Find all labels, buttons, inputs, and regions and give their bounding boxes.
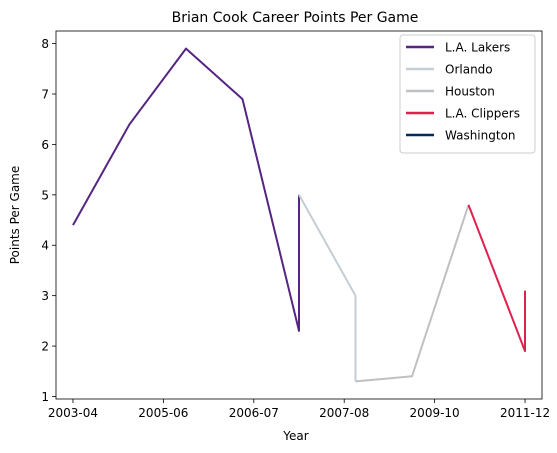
- legend-label: Houston: [445, 85, 495, 99]
- y-tick-label: 2: [41, 340, 49, 354]
- y-tick-label: 8: [41, 37, 49, 51]
- y-tick-label: 5: [41, 188, 49, 202]
- legend-label: L.A. Lakers: [445, 41, 510, 55]
- legend-label: L.A. Clippers: [445, 107, 520, 121]
- series-line-1: [298, 194, 357, 382]
- x-tick-label: 2006-07: [229, 406, 279, 420]
- x-tick-label: 2005-06: [138, 406, 188, 420]
- series-layer: [72, 47, 526, 383]
- plot-frame: [55, 30, 543, 400]
- y-tick-label: 4: [41, 239, 49, 253]
- legend-label: Washington: [445, 129, 516, 143]
- legend-box: [399, 34, 536, 154]
- legend-label: Orlando: [445, 63, 493, 77]
- x-tick-label: 2003-04: [48, 406, 98, 420]
- y-axis: 1 2 3 4 5 6 7 8: [41, 37, 56, 404]
- x-tick-label: 2007-08: [319, 406, 369, 420]
- x-tick-label: 2009-10: [410, 406, 460, 420]
- legend: L.A. Lakers Orlando Houston L.A. Clippers Wa…: [399, 34, 536, 154]
- chart-title: Brian Cook Career Points Per Game: [172, 10, 419, 26]
- series-line-0: [72, 47, 300, 332]
- series-line-3: [467, 204, 526, 353]
- y-tick-label: 3: [41, 289, 49, 303]
- series-line-2: [355, 204, 470, 383]
- x-axis-label: Year: [282, 429, 308, 443]
- y-tick-label: 7: [41, 88, 49, 102]
- y-tick-label: 6: [41, 138, 49, 152]
- x-axis: 2003-04 2005-06 2006-07 2007-08 2009-10 2011-…: [48, 399, 550, 420]
- y-axis-label: Points Per Game: [8, 166, 22, 265]
- y-tick-label: 1: [41, 390, 49, 404]
- x-tick-label: 2011-12: [500, 406, 550, 420]
